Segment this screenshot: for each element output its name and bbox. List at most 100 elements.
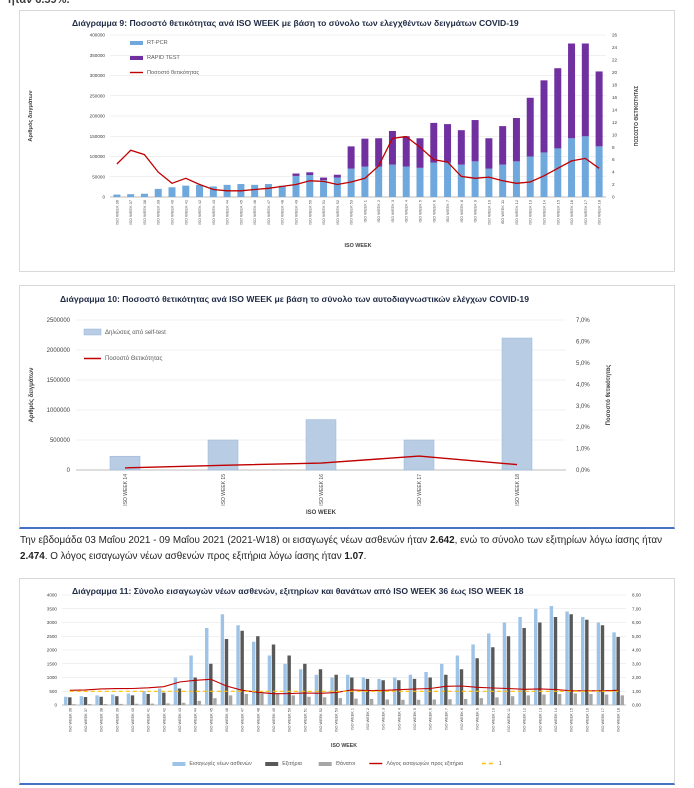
svg-text:ISO WEEK 5: ISO WEEK 5 [417, 200, 422, 223]
svg-text:ISO WEEK 8: ISO WEEK 8 [459, 200, 464, 223]
svg-text:4: 4 [612, 170, 615, 175]
svg-text:ISO WEEK 47: ISO WEEK 47 [241, 708, 245, 732]
svg-text:ISO WEEK 38: ISO WEEK 38 [142, 200, 147, 225]
svg-text:ISO WEEK 40: ISO WEEK 40 [131, 708, 135, 732]
text-segment: . [363, 550, 367, 562]
svg-text:200000: 200000 [90, 114, 106, 119]
svg-text:2500: 2500 [47, 634, 58, 639]
svg-text:ISO WEEK 15: ISO WEEK 15 [555, 200, 560, 225]
svg-text:500: 500 [49, 689, 57, 694]
svg-text:ISO WEEK 3: ISO WEEK 3 [382, 708, 386, 730]
svg-text:ISO WEEK 2: ISO WEEK 2 [376, 200, 381, 223]
svg-text:24: 24 [612, 45, 618, 50]
svg-text:ISO WEEK 12: ISO WEEK 12 [523, 708, 527, 732]
svg-text:400000: 400000 [90, 33, 106, 38]
svg-text:ISO WEEK 46: ISO WEEK 46 [252, 200, 257, 225]
svg-text:3000: 3000 [47, 620, 58, 625]
svg-text:ISO WEEK 49: ISO WEEK 49 [272, 708, 276, 732]
summary-paragraph: Την εβδομάδα 03 Μαΐου 2021 - 09 Μαΐου 20… [20, 533, 676, 564]
svg-text:Αριθμός δειγμάτων: Αριθμός δειγμάτων [29, 367, 35, 423]
svg-text:ISO WEEK 10: ISO WEEK 10 [491, 708, 495, 732]
svg-text:4,00: 4,00 [632, 648, 641, 653]
svg-text:ISO WEEK 14: ISO WEEK 14 [123, 474, 129, 506]
svg-text:3,00: 3,00 [632, 661, 641, 666]
svg-text:ISO WEEK 15: ISO WEEK 15 [221, 474, 227, 506]
chart-9-canvas: 0 50000 100000 150000 200000 250000 300000 3500… [28, 33, 640, 249]
svg-text:ISO WEEK 38: ISO WEEK 38 [100, 708, 104, 732]
svg-text:300000: 300000 [90, 73, 106, 78]
svg-text:RAPID TEST: RAPID TEST [147, 55, 180, 61]
svg-text:ISO WEEK 36: ISO WEEK 36 [68, 708, 72, 732]
svg-text:Ποσοστό Θετικότητας: Ποσοστό Θετικότητας [105, 355, 162, 362]
svg-text:ISO WEEK 36: ISO WEEK 36 [114, 200, 119, 225]
svg-text:ISO WEEK 48: ISO WEEK 48 [256, 708, 260, 732]
svg-text:ISO WEEK 43: ISO WEEK 43 [178, 708, 182, 732]
svg-text:8: 8 [612, 145, 615, 150]
svg-text:6,0%: 6,0% [576, 340, 590, 346]
highlight-number: 2.474 [20, 550, 45, 562]
svg-text:12: 12 [612, 120, 618, 125]
svg-text:2000000: 2000000 [47, 348, 71, 354]
svg-text:Θάνατοι: Θάνατοι [336, 760, 356, 767]
svg-text:16: 16 [612, 95, 618, 100]
chart-10-canvas: 0 500000 1000000 1500000 2000000 2500000 0,0% 1… [29, 318, 612, 516]
svg-text:1500000: 1500000 [47, 378, 71, 384]
svg-text:10: 10 [612, 132, 618, 137]
svg-text:ISO WEEK 51: ISO WEEK 51 [303, 708, 307, 732]
svg-text:ISO WEEK 2: ISO WEEK 2 [366, 708, 370, 730]
svg-text:ISO WEEK: ISO WEEK [331, 743, 357, 749]
highlight-number: 1.07 [344, 550, 364, 562]
figure-chart-10: Διάγραμμα 10: Ποσοστό θετικότητας ανά IS… [19, 285, 675, 529]
intro-text-fragment: ήταν 6.59%. [8, 0, 70, 6]
svg-text:Εξιτήρια: Εξιτήρια [282, 760, 302, 767]
svg-text:Ποσοστό θετικότητας: Ποσοστό θετικότητας [606, 365, 612, 426]
svg-text:20: 20 [612, 70, 618, 75]
svg-text:ISO WEEK 13: ISO WEEK 13 [528, 200, 533, 225]
svg-text:0,00: 0,00 [632, 703, 641, 708]
svg-text:ISO WEEK 48: ISO WEEK 48 [280, 200, 285, 225]
svg-text:2000: 2000 [47, 648, 58, 653]
svg-text:350000: 350000 [90, 53, 106, 58]
svg-text:2: 2 [612, 182, 615, 187]
svg-text:1000000: 1000000 [47, 408, 71, 414]
svg-text:1000: 1000 [47, 675, 58, 680]
svg-text:0: 0 [67, 468, 71, 474]
svg-text:1,0%: 1,0% [576, 447, 590, 453]
svg-text:ISO WEEK 37: ISO WEEK 37 [128, 200, 133, 225]
svg-text:ISO WEEK 50: ISO WEEK 50 [307, 199, 312, 224]
svg-text:RT-PCR: RT-PCR [147, 40, 168, 46]
svg-text:ISO WEEK 14: ISO WEEK 14 [554, 708, 558, 732]
svg-text:ISO WEEK 37: ISO WEEK 37 [84, 708, 88, 732]
svg-text:2,00: 2,00 [632, 675, 641, 680]
text-segment: , ενώ το σύνολο των εξιτηρίων λόγω ίασης… [454, 535, 663, 546]
svg-text:ISO WEEK 1: ISO WEEK 1 [362, 200, 367, 223]
svg-text:ISO WEEK 16: ISO WEEK 16 [319, 474, 325, 506]
svg-text:ISO WEEK 7: ISO WEEK 7 [444, 708, 448, 730]
svg-text:Ποσοστό θετικότητας: Ποσοστό θετικότητας [147, 69, 200, 76]
svg-text:ISO WEEK 16: ISO WEEK 16 [585, 708, 589, 732]
svg-text:6,00: 6,00 [632, 620, 641, 625]
svg-text:ISO WEEK 41: ISO WEEK 41 [183, 200, 188, 225]
svg-text:4000: 4000 [47, 593, 58, 598]
svg-text:ISO WEEK: ISO WEEK [345, 243, 372, 249]
text-segment: Την εβδομάδα 03 Μαΐου 2021 - 09 Μαΐου 20… [20, 535, 430, 546]
svg-text:ISO WEEK 39: ISO WEEK 39 [115, 708, 119, 732]
svg-text:ISO WEEK 16: ISO WEEK 16 [569, 200, 574, 225]
svg-text:ISO WEEK 51: ISO WEEK 51 [321, 200, 326, 225]
svg-text:ISO WEEK 11: ISO WEEK 11 [507, 708, 511, 732]
svg-text:ISO WEEK 46: ISO WEEK 46 [225, 708, 229, 732]
svg-text:14: 14 [612, 107, 618, 112]
svg-text:ISO WEEK 4: ISO WEEK 4 [397, 708, 401, 730]
svg-text:ISO WEEK 11: ISO WEEK 11 [500, 200, 505, 224]
svg-text:ISO WEEK 9: ISO WEEK 9 [473, 200, 478, 223]
svg-text:ISO WEEK 10: ISO WEEK 10 [486, 199, 491, 224]
svg-text:1: 1 [499, 761, 502, 767]
svg-text:3,0%: 3,0% [576, 404, 590, 410]
svg-text:ISO WEEK 4: ISO WEEK 4 [404, 199, 409, 222]
svg-text:0: 0 [102, 195, 105, 200]
svg-text:0,0%: 0,0% [576, 468, 590, 474]
svg-text:ISO WEEK 39: ISO WEEK 39 [156, 200, 161, 225]
chart-11-title: Διάγραμμα 11: Σύνολο εισαγωγών νέων ασθε… [72, 586, 524, 596]
